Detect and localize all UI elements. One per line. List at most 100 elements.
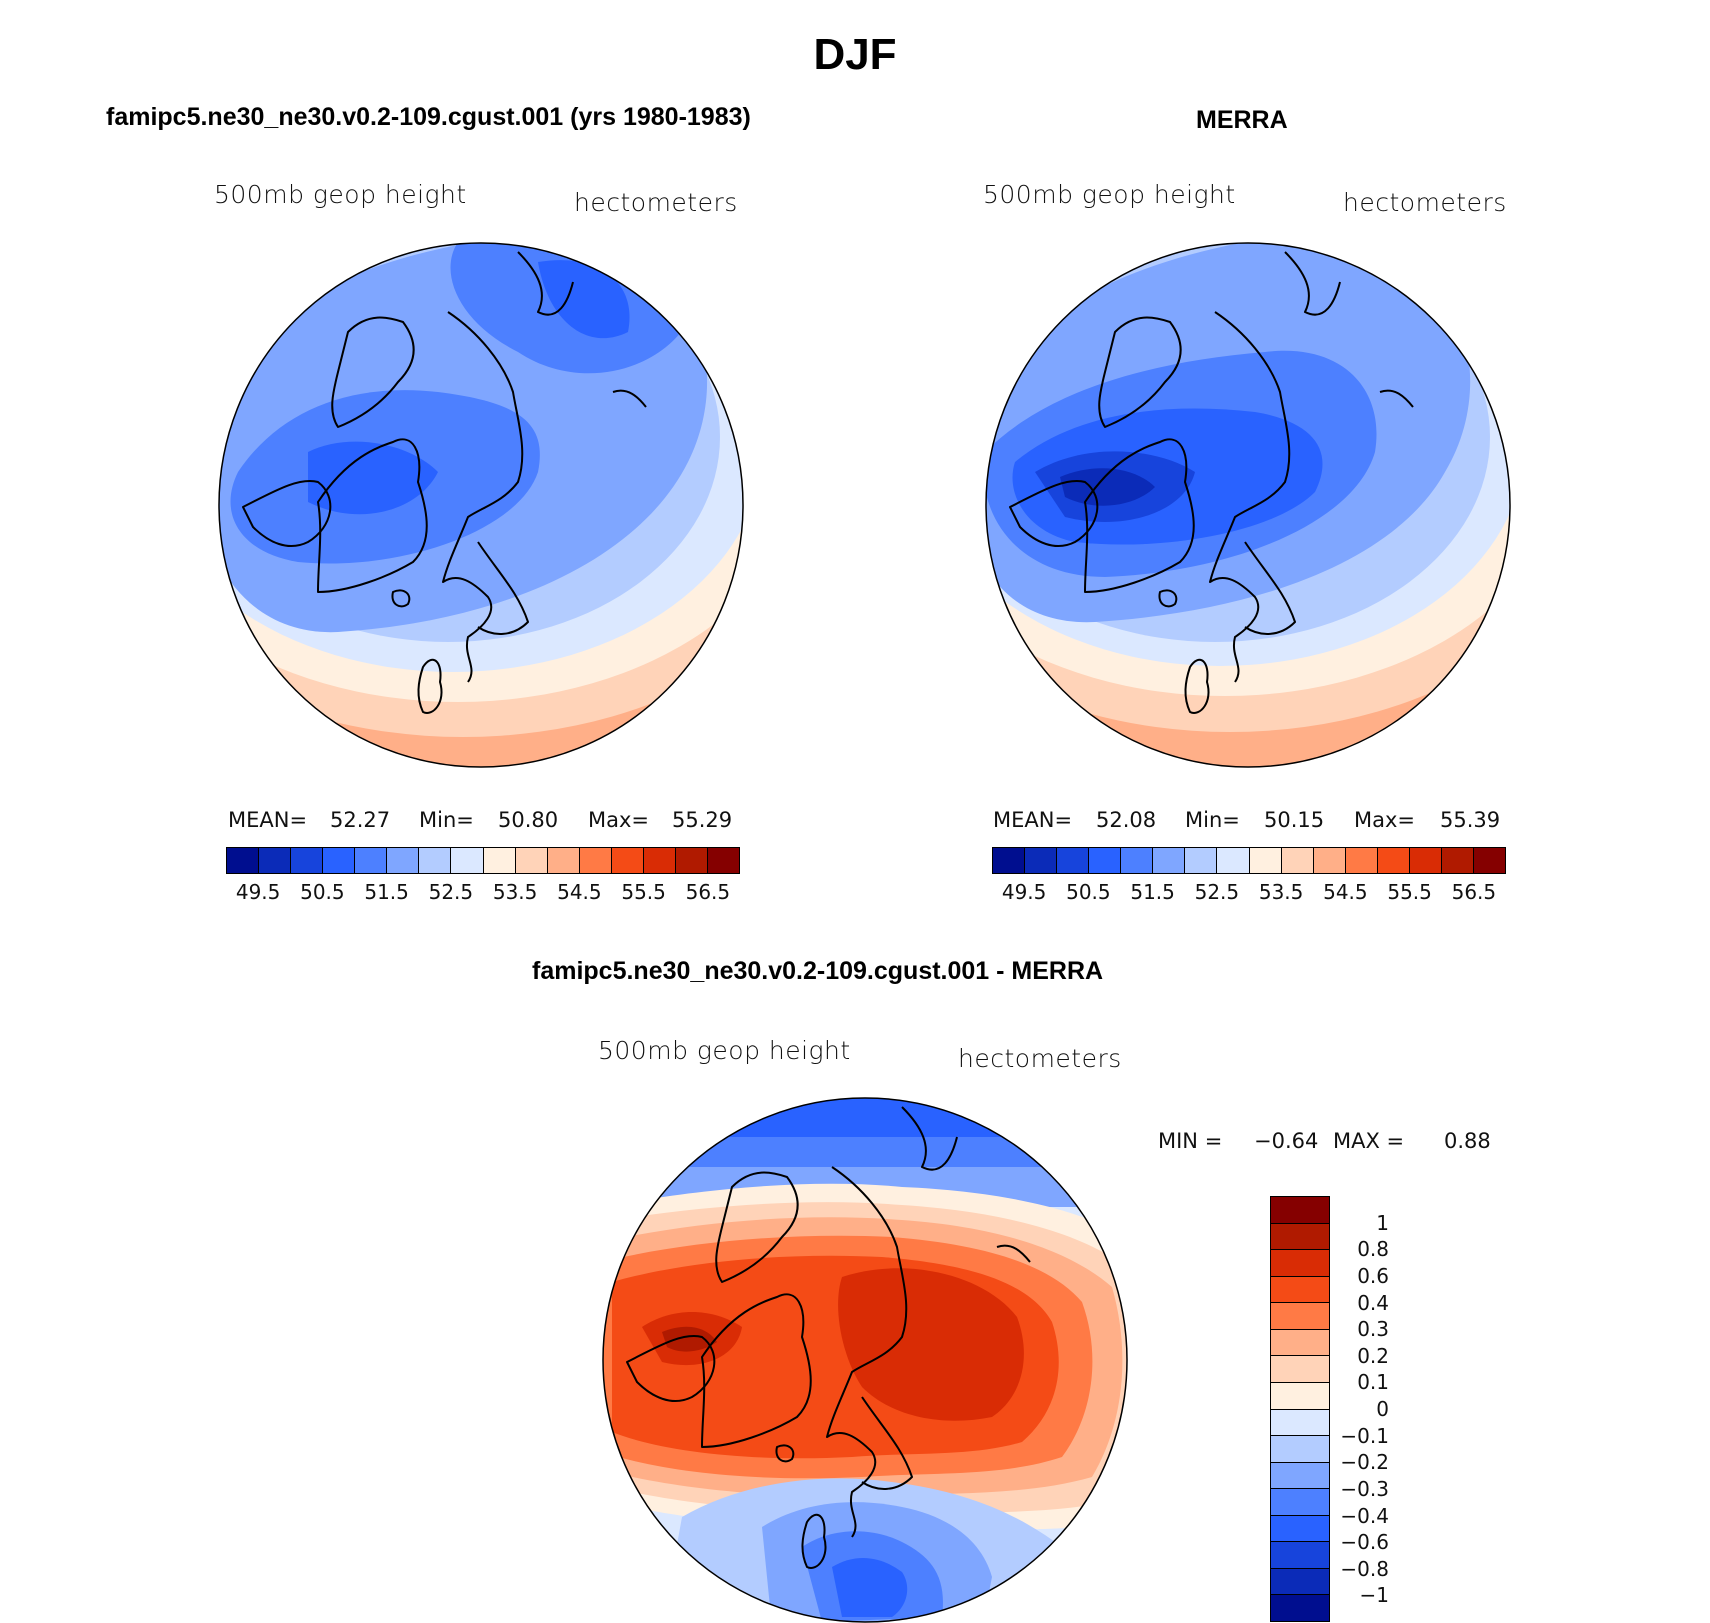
colorbar-swatch	[1153, 848, 1186, 873]
colorbar-tick-label: 0.3	[1357, 1317, 1389, 1342]
panel2-variable-label: 500mb geop height	[983, 180, 1236, 209]
panel1-polar-map	[218, 242, 744, 768]
colorbar-swatch	[1249, 848, 1282, 873]
panel1-units-label: hectometers	[574, 188, 738, 217]
panel2-mean-value: 52.08	[1096, 808, 1157, 832]
colorbar-swatch	[323, 848, 356, 873]
panel2-min-label: Min=	[1185, 808, 1240, 832]
colorbar-tick-label: −0.3	[1340, 1476, 1389, 1501]
colorbar-tick-label: −1	[1359, 1583, 1389, 1608]
colorbar-swatch	[1271, 1409, 1329, 1437]
colorbar-swatch	[1271, 1568, 1329, 1596]
colorbar-tick-label: 1	[1376, 1210, 1389, 1235]
panel3-units-label: hectometers	[958, 1044, 1122, 1073]
colorbar-swatch	[451, 848, 484, 873]
colorbar-tick-label: 54.5	[557, 880, 602, 904]
panel3-max-label: MAX =	[1333, 1129, 1405, 1153]
colorbar-tick-label: 55.5	[621, 880, 666, 904]
main-title: DJF	[813, 30, 897, 79]
panel2-title: MERRA	[1196, 106, 1288, 134]
colorbar-swatch	[1473, 848, 1505, 873]
colorbar-tick-label: −0.8	[1340, 1556, 1389, 1581]
colorbar-swatch	[1271, 1329, 1329, 1357]
colorbar-swatch	[1271, 1250, 1329, 1277]
colorbar-swatch	[579, 848, 612, 873]
panel3-max-value: 0.88	[1444, 1129, 1491, 1153]
colorbar-swatch	[291, 848, 324, 873]
colorbar-tick-label: 0.6	[1357, 1263, 1389, 1288]
colorbar-tick-label: −0.6	[1340, 1530, 1389, 1555]
colorbar-swatch	[611, 848, 644, 873]
colorbar-swatch	[227, 848, 260, 873]
colorbar-swatch	[675, 848, 708, 873]
colorbar-tick-label: 49.5	[1001, 880, 1047, 904]
colorbar-swatch	[1271, 1382, 1329, 1410]
colorbar-tick-label: 53.5	[1258, 880, 1304, 904]
colorbar-swatch	[259, 848, 292, 873]
colorbar-tick-label: −0.4	[1340, 1503, 1389, 1528]
colorbar-swatch	[483, 848, 516, 873]
colorbar-swatch	[643, 848, 676, 873]
colorbar-tick-label: 55.5	[1387, 880, 1432, 904]
colorbar-tick-label: −0.2	[1340, 1450, 1389, 1475]
colorbar-swatch	[1377, 848, 1410, 873]
colorbar-tick-label: 56.5	[685, 880, 731, 904]
panel1-colorbar-ticks: 49.5 50.5 51.5 52.5 53.5 54.5 55.5 56.5	[226, 880, 740, 906]
panel1-mean-label: MEAN=	[228, 808, 308, 832]
colorbar-swatch	[515, 848, 548, 873]
panel3-colorbar-ticks: 1 0.8 0.6 0.4 0.3 0.2 0.1 0 −0.1 −0.2 −0.3 −0.4 −0.6…	[1335, 1196, 1425, 1622]
colorbar-swatch	[1217, 848, 1250, 873]
colorbar-swatch	[1271, 1197, 1329, 1224]
colorbar-swatch	[1089, 848, 1122, 873]
panel3-colorbar	[1270, 1196, 1330, 1622]
colorbar-swatch	[1313, 848, 1346, 873]
colorbar-swatch	[1271, 1223, 1329, 1251]
panel1-min-value: 50.80	[498, 808, 559, 832]
colorbar-swatch	[993, 848, 1026, 873]
colorbar-swatch	[1271, 1462, 1329, 1490]
colorbar-swatch	[1271, 1436, 1329, 1463]
colorbar-tick-label: 0.1	[1357, 1370, 1389, 1395]
panel1-variable-label: 500mb geop height	[214, 180, 467, 209]
panel2-max-label: Max=	[1354, 808, 1416, 832]
colorbar-tick-label: 0.4	[1357, 1290, 1389, 1315]
panel3-title: famipc5.ne30_ne30.v0.2-109.cgust.001 - M…	[532, 957, 1104, 985]
panel2-colorbar-ticks: 49.5 50.5 51.5 52.5 53.5 54.5 55.5 56.5	[992, 880, 1506, 906]
colorbar-swatch	[1271, 1303, 1329, 1330]
colorbar-tick-label: 51.5	[1130, 880, 1175, 904]
panel2-polar-map	[985, 242, 1511, 768]
colorbar-swatch	[1271, 1595, 1329, 1621]
colorbar-tick-label: 53.5	[492, 880, 538, 904]
panel3-min-value: −0.64	[1254, 1129, 1319, 1153]
colorbar-swatch	[1345, 848, 1378, 873]
panel2-mean-label: MEAN=	[993, 808, 1073, 832]
colorbar-tick-label: 49.5	[235, 880, 281, 904]
panel1-title: famipc5.ne30_ne30.v0.2-109.cgust.001 (yr…	[106, 103, 751, 131]
colorbar-tick-label: 52.5	[428, 880, 474, 904]
panel1-max-label: Max=	[588, 808, 650, 832]
colorbar-tick-label: 0.2	[1357, 1343, 1389, 1368]
panel1-colorbar	[226, 847, 740, 874]
colorbar-swatch	[1121, 848, 1154, 873]
colorbar-swatch	[1271, 1276, 1329, 1304]
colorbar-swatch	[1441, 848, 1474, 873]
colorbar-swatch	[1409, 848, 1442, 873]
colorbar-tick-label: 50.5	[1066, 880, 1111, 904]
panel3-variable-label: 500mb geop height	[598, 1036, 851, 1065]
panel1-min-label: Min=	[419, 808, 474, 832]
colorbar-swatch	[1271, 1542, 1329, 1569]
colorbar-swatch	[355, 848, 388, 873]
colorbar-tick-label: 0	[1376, 1397, 1389, 1421]
colorbar-swatch	[419, 848, 452, 873]
panel1-max-value: 55.29	[672, 808, 733, 832]
colorbar-swatch	[1185, 848, 1218, 873]
panel2-units-label: hectometers	[1343, 188, 1507, 217]
colorbar-swatch	[1271, 1515, 1329, 1543]
colorbar-tick-label: 0.8	[1357, 1237, 1389, 1262]
colorbar-tick-label: −0.1	[1340, 1423, 1389, 1448]
colorbar-swatch	[1271, 1489, 1329, 1516]
panel2-max-value: 55.39	[1440, 808, 1501, 832]
colorbar-tick-label: 51.5	[364, 880, 409, 904]
colorbar-swatch	[387, 848, 420, 873]
colorbar-swatch	[1281, 848, 1314, 873]
